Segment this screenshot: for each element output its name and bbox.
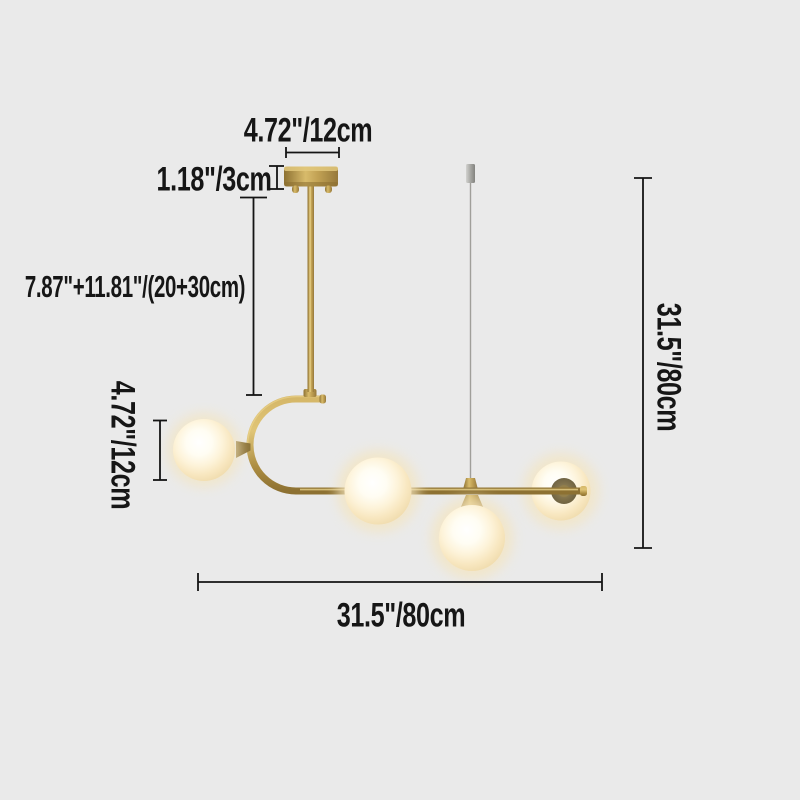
- arm-end-cap: [319, 394, 326, 404]
- ceiling-canopy: [284, 166, 338, 193]
- globe-hanging: [431, 478, 513, 579]
- wire-bar-clamp: [463, 478, 478, 488]
- globe-left: [167, 413, 251, 487]
- canopy-height-label: 1.18"/3cm: [156, 160, 272, 199]
- globe-middle: [337, 450, 419, 532]
- dim-canopy-width: [285, 147, 340, 158]
- overall-height-label: 31.5"/80cm: [649, 302, 688, 432]
- canopy-width-label: 4.72"/12cm: [243, 111, 373, 150]
- shade-diameter-label: 4.72"/12cm: [103, 380, 142, 510]
- dim-canopy-height: [269, 165, 284, 190]
- dim-overall-length: [197, 573, 603, 591]
- dim-overall-height: [634, 177, 652, 549]
- brass-frame: [246, 186, 587, 496]
- dimension-lines: [153, 147, 652, 591]
- canopy-screw: [325, 185, 332, 193]
- wire-top-fitting: [466, 164, 475, 183]
- suspension-wire: [466, 164, 475, 480]
- overall-length-label: 31.5"/80cm: [336, 596, 466, 635]
- dim-rod-drop: [240, 196, 267, 396]
- bar-end-cap: [580, 486, 587, 496]
- dim-shade-diameter: [153, 419, 167, 481]
- rod-drop-label: 7.87"+11.81"/(20+30cm): [24, 269, 246, 304]
- canopy-screw: [292, 185, 299, 193]
